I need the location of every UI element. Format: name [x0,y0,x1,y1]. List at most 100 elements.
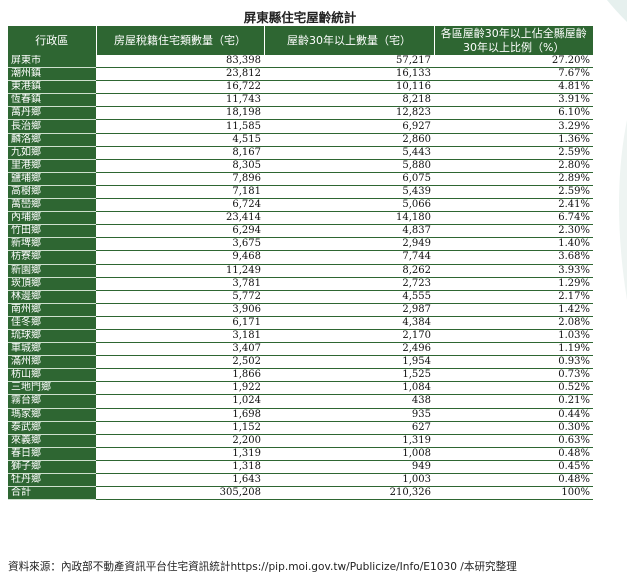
cell-housing-count: 23,414 [96,211,264,226]
cell-over30-count: 7,744 [264,250,434,265]
cell-over30-count: 14,180 [264,211,434,226]
table-row: 恆春鎮 11,743 8,218 3.91% [8,93,593,108]
cell-housing-count: 8,305 [96,159,264,173]
cell-over30-ratio: 0.93% [434,355,593,370]
cell-housing-count: 1,024 [96,394,264,409]
cell-over30-ratio: 0.44% [434,408,593,422]
cell-housing-count: 6,171 [96,316,264,330]
cell-over30-count: 4,384 [264,316,434,330]
cell-over30-count: 5,443 [264,146,434,160]
cell-district: 新園鄉 [8,264,96,278]
table-header-row: 行政區 房屋稅籍住宅類數量（宅） 屋齡30年以上數量（宅） 各區屋齡30年以上佔… [8,26,593,55]
cell-over30-ratio: 1.40% [434,237,593,252]
cell-housing-count: 83,398 [96,55,264,69]
cell-district: 萬巒鄉 [8,198,96,213]
table-row: 車城鄉 3,407 2,496 1.19% [8,342,593,357]
cell-over30-count: 5,880 [264,159,434,173]
cell-over30-count: 8,262 [264,264,434,278]
cell-housing-count: 3,407 [96,342,264,357]
table-row: 萬巒鄉 6,724 5,066 2.41% [8,198,593,213]
cell-housing-count: 4,515 [96,133,264,147]
cell-housing-count: 1,866 [96,368,264,383]
cell-over30-ratio: 6.10% [434,106,593,121]
cell-over30-count: 1,003 [264,473,434,488]
table-row: 枋寮鄉 9,468 7,744 3.68% [8,250,593,265]
cell-district: 瑪家鄉 [8,408,96,422]
cell-over30-ratio: 1.36% [434,133,593,147]
cell-district: 佳冬鄉 [8,316,96,330]
cell-over30-ratio: 1.19% [434,342,593,357]
table-row: 滿州鄉 2,502 1,954 0.93% [8,355,593,370]
cell-over30-count: 12,823 [264,106,434,121]
cell-housing-count: 3,781 [96,277,264,291]
cell-over30-ratio: 2.17% [434,290,593,304]
cell-district: 萬丹鄉 [8,106,96,121]
cell-housing-count: 7,181 [96,185,264,200]
cell-district: 長治鄉 [8,119,96,134]
cell-over30-count: 2,496 [264,342,434,357]
table-row: 合計 305,208 210,326 100% [8,486,593,501]
cell-over30-ratio: 3.29% [434,119,593,134]
table-row: 新埤鄉 3,675 2,949 1.40% [8,237,593,252]
cell-over30-ratio: 6.74% [434,211,593,226]
decorative-corner-shape [607,0,627,300]
table-row: 春日鄉 1,319 1,008 0.48% [8,447,593,461]
cell-over30-count: 1,084 [264,381,434,396]
cell-district: 三地門鄉 [8,381,96,396]
table-row: 潮州鎮 23,812 16,133 7.67% [8,67,593,82]
table-row: 竹田鄉 6,294 4,837 2.30% [8,224,593,239]
cell-district: 枋山鄉 [8,368,96,383]
cell-district: 恆春鎮 [8,93,96,108]
cell-district: 林邊鄉 [8,290,96,304]
table-row: 佳冬鄉 6,171 4,384 2.08% [8,316,593,330]
cell-housing-count: 9,468 [96,250,264,265]
cell-housing-count: 2,502 [96,355,264,370]
cell-over30-count: 16,133 [264,67,434,82]
cell-over30-count: 4,555 [264,290,434,304]
cell-over30-ratio: 2.41% [434,198,593,213]
cell-housing-count: 11,743 [96,93,264,108]
cell-over30-count: 2,949 [264,237,434,252]
cell-district: 枋寮鄉 [8,250,96,265]
table-row: 新園鄉 11,249 8,262 3.93% [8,264,593,278]
header-housing-count: 房屋稅籍住宅類數量（宅） [96,26,265,55]
table-row: 崁頂鄉 3,781 2,723 1.29% [8,277,593,291]
cell-housing-count: 23,812 [96,67,264,82]
cell-district: 南州鄉 [8,303,96,317]
cell-over30-count: 210,326 [264,486,434,501]
cell-district: 車城鄉 [8,342,96,357]
table-row: 東港鎮 16,722 10,116 4.81% [8,80,593,95]
table-row: 九如鄉 8,167 5,443 2.59% [8,146,593,160]
cell-district: 鹽埔鄉 [8,172,96,186]
cell-over30-count: 1,954 [264,355,434,370]
cell-district: 來義鄉 [8,434,96,448]
cell-housing-count: 3,906 [96,303,264,317]
cell-over30-count: 949 [264,460,434,475]
cell-housing-count: 5,772 [96,290,264,304]
cell-district: 霧台鄉 [8,394,96,409]
cell-over30-ratio: 27.20% [434,55,593,69]
cell-over30-count: 6,075 [264,172,434,186]
table-row: 三地門鄉 1,922 1,084 0.52% [8,381,593,396]
cell-over30-count: 5,066 [264,198,434,213]
cell-over30-ratio: 2.89% [434,172,593,186]
cell-housing-count: 1,152 [96,421,264,435]
table-row: 麟洛鄉 4,515 2,860 1.36% [8,133,593,147]
table-row: 高樹鄉 7,181 5,439 2.59% [8,185,593,200]
cell-over30-ratio: 0.63% [434,434,593,448]
table-row: 瑪家鄉 1,698 935 0.44% [8,408,593,422]
cell-district: 竹田鄉 [8,224,96,239]
cell-housing-count: 8,167 [96,146,264,160]
header-over30-count: 屋齡30年以上數量（宅） [264,26,435,55]
cell-over30-count: 1,525 [264,368,434,383]
cell-housing-count: 6,724 [96,198,264,213]
cell-district: 屏東市 [8,55,96,69]
cell-over30-count: 1,008 [264,447,434,461]
cell-housing-count: 1,318 [96,460,264,475]
table-row: 牡丹鄉 1,643 1,003 0.48% [8,473,593,488]
cell-district: 九如鄉 [8,146,96,160]
cell-housing-count: 3,675 [96,237,264,252]
table-row: 長治鄉 11,585 6,927 3.29% [8,119,593,134]
cell-over30-ratio: 1.03% [434,329,593,344]
table-row: 內埔鄉 23,414 14,180 6.74% [8,211,593,226]
